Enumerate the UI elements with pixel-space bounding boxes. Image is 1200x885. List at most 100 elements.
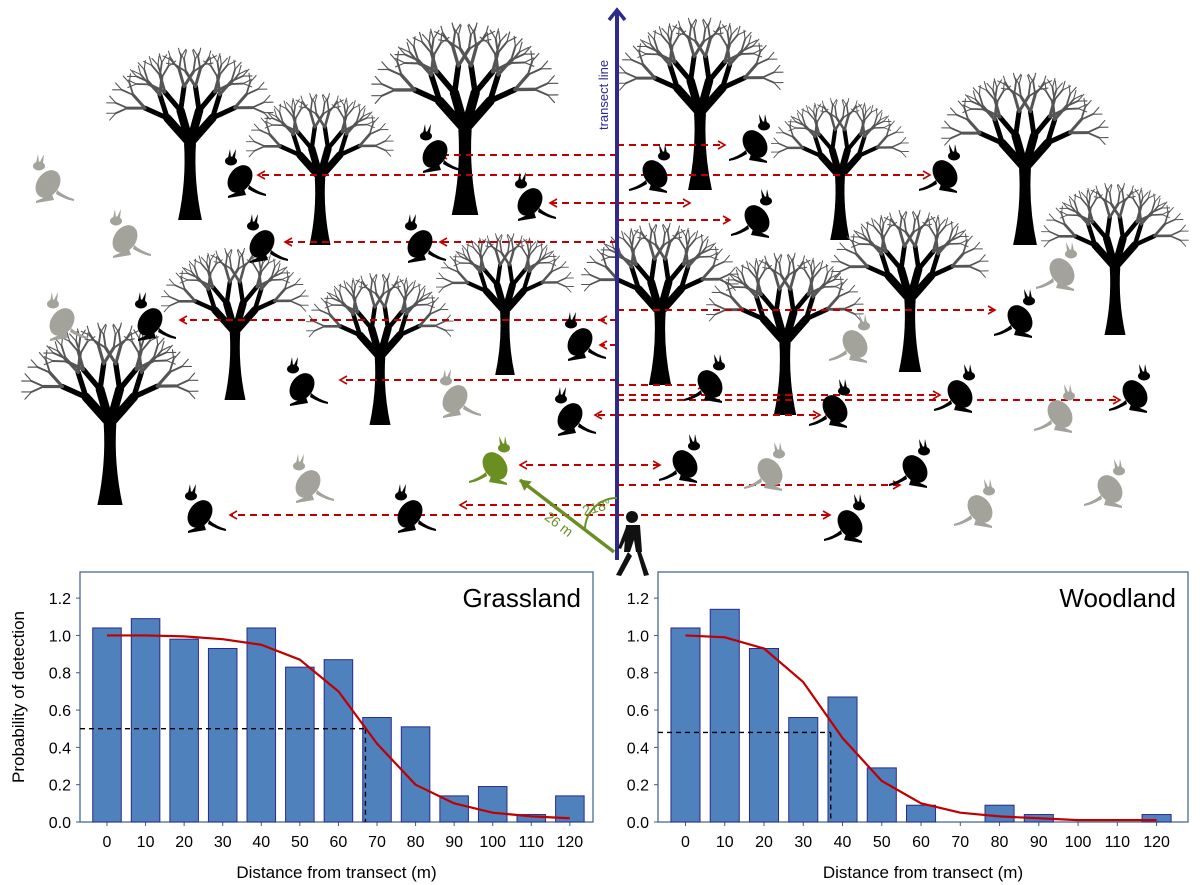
x-tick-label: 80: [991, 834, 1009, 851]
kangaroo-tail: [208, 520, 226, 531]
kangaroo: [659, 434, 703, 483]
x-tick-label: 70: [951, 834, 969, 851]
tree-branch: [227, 282, 230, 303]
kangaroo-tail: [829, 350, 847, 361]
tree-branch: [1134, 199, 1140, 209]
tree-branch: [665, 259, 668, 282]
tree-branch: [179, 70, 184, 87]
kangaroo: [182, 484, 226, 533]
tree-branch: [499, 32, 500, 42]
tree-branch: [327, 93, 329, 101]
tree-branch: [382, 90, 395, 96]
tree-branch: [626, 53, 632, 60]
tree-branch: [354, 286, 356, 297]
tree-branch: [207, 255, 208, 263]
tree-branch: [286, 102, 291, 108]
tree-branch: [250, 76, 256, 83]
tree-branch: [969, 266, 980, 271]
tree-branch: [188, 391, 195, 398]
kangaroo-head: [247, 222, 259, 231]
tree-branch: [708, 18, 710, 27]
tree-branch: [1034, 117, 1050, 136]
kangaroo: [731, 189, 775, 238]
tree-branch: [815, 103, 817, 110]
tree-branch: [793, 137, 803, 148]
kangaroo-tail: [248, 185, 266, 196]
tree-branch: [123, 76, 129, 83]
charts: 0.00.20.40.60.81.01.20102030405060708090…: [9, 572, 1188, 882]
tree-branch: [891, 143, 900, 147]
tree-branch: [881, 216, 883, 224]
tree-branch: [235, 95, 247, 108]
tree-branch: [669, 264, 684, 282]
tree-branch: [672, 36, 678, 47]
tree-branch: [535, 83, 548, 89]
tree-branch: [1170, 231, 1180, 236]
tree-branch: [1120, 202, 1124, 217]
tree-branch: [1143, 192, 1148, 198]
tree-branch: [170, 301, 180, 306]
x-tick-label: 50: [873, 834, 891, 851]
kangaroo-tail: [1084, 495, 1102, 506]
tree-branch: [208, 253, 210, 261]
tree-branch: [201, 257, 206, 263]
tree-branch: [556, 282, 566, 286]
kangaroo-tail: [158, 328, 176, 339]
kangaroo-head: [853, 502, 865, 511]
tree-branch: [900, 230, 905, 246]
bar: [789, 718, 818, 822]
tree-branch: [482, 248, 487, 257]
tree-branch: [298, 132, 312, 149]
tree-branch: [218, 77, 220, 95]
tree-branch: [620, 66, 626, 73]
tree-branch: [597, 250, 603, 256]
tree-branch: [759, 270, 765, 280]
tree-branch: [762, 78, 774, 83]
kangaroo: [107, 209, 151, 258]
y-tick-label: 1.0: [627, 628, 649, 645]
tree-branch: [444, 283, 454, 287]
kangaroo-head: [838, 387, 850, 396]
kangaroo: [1109, 364, 1153, 413]
tree-branch: [689, 40, 694, 57]
kangaroo-tail: [469, 472, 487, 483]
tree-branch: [675, 62, 691, 81]
tree-branch: [774, 138, 779, 144]
tree-branch: [535, 89, 548, 95]
tree-branch: [312, 127, 315, 148]
tree-branch: [891, 147, 901, 151]
kangaroo-head: [948, 152, 960, 161]
tree-branch: [827, 297, 838, 309]
tree-branch: [919, 251, 934, 269]
tree-branch: [375, 77, 382, 85]
tree-branch: [50, 373, 62, 387]
tree-branch: [294, 106, 296, 117]
tree-branch: [566, 287, 571, 293]
tree-branch: [242, 248, 244, 256]
tree-branch: [211, 66, 218, 77]
tree-branch: [165, 92, 181, 111]
tree-branch: [445, 330, 450, 336]
kangaroo-tail: [824, 530, 842, 541]
tree-trunk: [370, 358, 391, 426]
y-tick-label: 0.8: [627, 666, 649, 683]
tree-branch: [274, 289, 284, 301]
tree-branch: [815, 110, 816, 120]
tree-trunk: [178, 144, 202, 221]
kangaroo-tail: [1109, 400, 1127, 411]
kangaroo-head: [773, 450, 785, 459]
tree-branch: [884, 227, 890, 237]
tree-branch: [554, 256, 559, 262]
kangaroo: [744, 442, 788, 491]
kangaroo: [934, 364, 978, 413]
tree-branch: [1065, 109, 1078, 110]
tree-branch: [847, 134, 860, 150]
tree-branch: [721, 36, 728, 47]
tree-branch: [209, 261, 211, 272]
tree-branch: [842, 279, 848, 285]
kangaroo-head: [135, 300, 147, 309]
tree-branch: [453, 47, 458, 66]
tree-trunk: [830, 177, 850, 240]
tree-branch: [566, 272, 571, 278]
tree-branch: [39, 353, 45, 360]
